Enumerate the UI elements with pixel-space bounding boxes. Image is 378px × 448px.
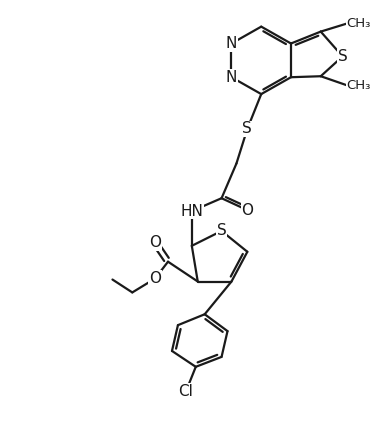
Text: Cl: Cl: [178, 384, 193, 399]
Text: N: N: [226, 70, 237, 85]
Text: N: N: [226, 36, 237, 51]
Text: S: S: [338, 49, 347, 64]
Text: O: O: [149, 271, 161, 286]
Text: S: S: [217, 224, 226, 238]
Text: O: O: [149, 235, 161, 250]
Text: S: S: [242, 121, 252, 136]
Text: CH₃: CH₃: [347, 17, 371, 30]
Text: HN: HN: [180, 203, 203, 219]
Text: O: O: [241, 202, 253, 218]
Text: CH₃: CH₃: [347, 79, 371, 92]
